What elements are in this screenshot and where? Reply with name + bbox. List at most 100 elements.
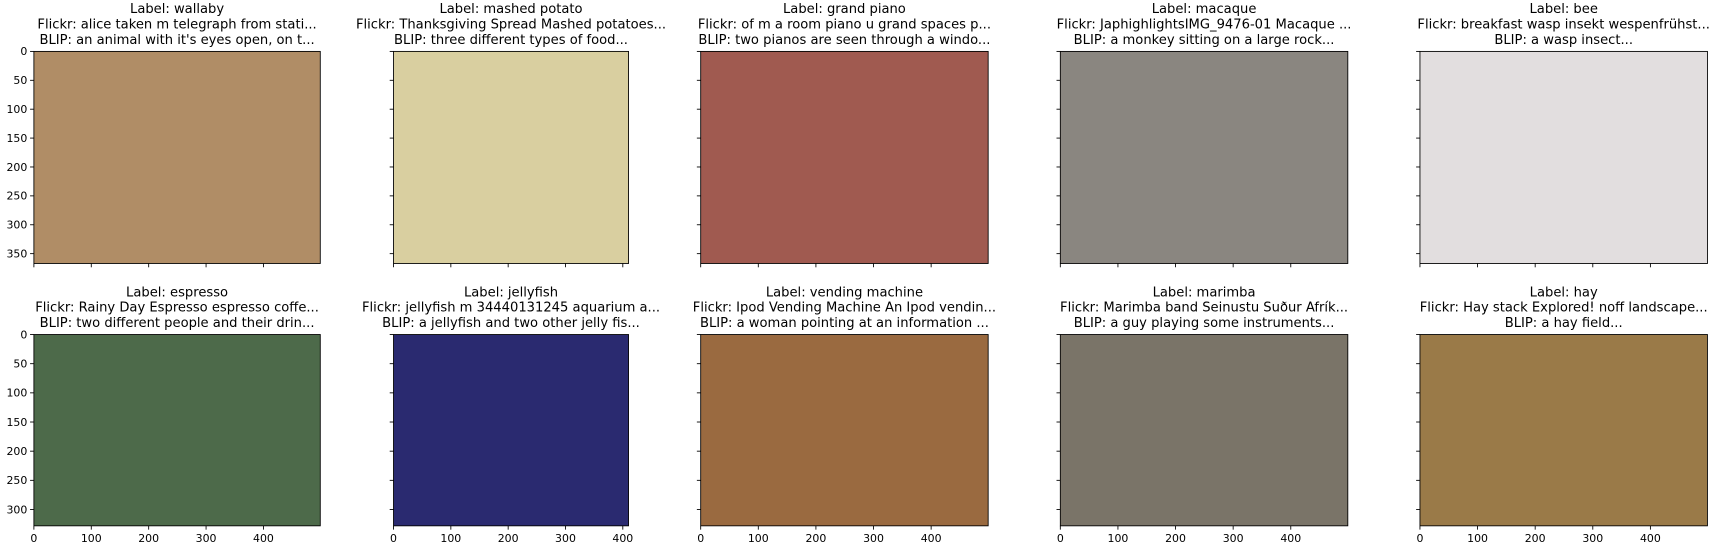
x-tick-label: 400 bbox=[1280, 532, 1301, 545]
panel-title: BLIP: an animal with it's eyes open, on … bbox=[39, 33, 314, 48]
panel-title: Flickr: breakfast wasp insekt wespenfrüh… bbox=[1417, 17, 1710, 32]
panel-title: BLIP: a guy playing some instruments... bbox=[1074, 316, 1335, 331]
panel-title: BLIP: two pianos are seen through a wind… bbox=[698, 33, 990, 48]
panel-title: Label: wallaby bbox=[130, 2, 224, 17]
panel-title: Flickr: alice taken m telegraph from sta… bbox=[37, 17, 316, 32]
panel-title: BLIP: a woman pointing at an information… bbox=[700, 316, 989, 331]
panel-title: Flickr: of m a room piano u grand spaces… bbox=[698, 17, 991, 32]
image bbox=[1419, 51, 1708, 264]
x-tick-label: 200 bbox=[805, 532, 826, 545]
panel-title: BLIP: two different people and their dri… bbox=[40, 316, 315, 331]
panel-title: Flickr: Ipod Vending Machine An Ipod ven… bbox=[693, 301, 996, 316]
axes-frame bbox=[1419, 50, 1708, 264]
y-tick-label: 250 bbox=[6, 190, 27, 203]
x-tick-label: 100 bbox=[1467, 532, 1488, 545]
x-tick-label: 400 bbox=[612, 532, 633, 545]
image bbox=[393, 334, 629, 526]
axes-frame bbox=[1059, 334, 1349, 527]
x-tick-label: 0 bbox=[30, 532, 37, 545]
y-tick-label: 150 bbox=[6, 416, 27, 429]
panel-title: BLIP: a hay field... bbox=[1505, 316, 1623, 331]
x-tick-label: 0 bbox=[697, 532, 704, 545]
panel-title: Flickr: Thanksgiving Spread Mashed potat… bbox=[356, 17, 666, 32]
x-tick-label: 400 bbox=[1640, 532, 1661, 545]
panel-title: Flickr: jellyfish m 34440131245 aquarium… bbox=[362, 301, 660, 316]
axes-frame bbox=[1059, 50, 1349, 264]
panel-title: Label: grand piano bbox=[783, 2, 906, 17]
image bbox=[1060, 51, 1348, 264]
panel-title: Label: jellyfish bbox=[464, 285, 558, 300]
x-tick-label: 400 bbox=[253, 532, 274, 545]
axes-frame bbox=[700, 334, 989, 527]
panel-title: BLIP: a jellyfish and two other jelly fi… bbox=[382, 316, 640, 331]
panel-title: BLIP: a wasp insect... bbox=[1494, 33, 1633, 48]
panel-title: Label: vending machine bbox=[766, 285, 923, 300]
y-tick-label: 100 bbox=[6, 103, 27, 116]
x-tick-label: 100 bbox=[81, 532, 102, 545]
x-tick-label: 200 bbox=[1165, 532, 1186, 545]
x-tick-label: 300 bbox=[1582, 532, 1603, 545]
y-tick-label: 250 bbox=[6, 474, 27, 487]
x-tick-label: 200 bbox=[138, 532, 159, 545]
axes-frame bbox=[393, 334, 629, 527]
x-tick-label: 0 bbox=[1416, 532, 1423, 545]
x-tick-label: 100 bbox=[440, 532, 461, 545]
panel-title: BLIP: a monkey sitting on a large rock..… bbox=[1074, 33, 1335, 48]
panel-title: Flickr: Rainy Day Espresso espresso coff… bbox=[35, 301, 319, 316]
panel-title: Label: marimba bbox=[1153, 285, 1256, 300]
y-tick-label: 300 bbox=[6, 503, 27, 516]
y-tick-label: 300 bbox=[6, 219, 27, 232]
x-tick-label: 300 bbox=[196, 532, 217, 545]
axes-frame bbox=[1419, 334, 1708, 527]
y-tick-label: 50 bbox=[13, 358, 27, 371]
panel-title: Label: hay bbox=[1530, 285, 1598, 300]
panel-title: Label: mashed potato bbox=[439, 2, 582, 17]
image bbox=[1060, 334, 1348, 526]
x-tick-label: 100 bbox=[1108, 532, 1129, 545]
y-tick-label: 200 bbox=[6, 161, 27, 174]
panel-title: Label: macaque bbox=[1152, 2, 1257, 17]
panel-title: Label: bee bbox=[1529, 2, 1597, 17]
x-tick-label: 300 bbox=[1223, 532, 1244, 545]
panel-title: Flickr: JaphighlightsIMG_9476-01 Macaque… bbox=[1057, 17, 1352, 32]
panel-title: Flickr: Hay stack Explored! noff landsca… bbox=[1420, 301, 1708, 316]
y-tick-label: 150 bbox=[6, 132, 27, 145]
panel-title: BLIP: three different types of food... bbox=[394, 33, 628, 48]
x-tick-label: 300 bbox=[555, 532, 576, 545]
image bbox=[33, 51, 321, 264]
y-tick-label: 50 bbox=[13, 74, 27, 87]
x-tick-label: 300 bbox=[863, 532, 884, 545]
image bbox=[33, 334, 321, 526]
x-tick-label: 0 bbox=[1057, 532, 1064, 545]
y-tick-label: 200 bbox=[6, 445, 27, 458]
image bbox=[700, 51, 989, 264]
panel-title: Flickr: Marimba band Seinustu Suður Afrí… bbox=[1060, 301, 1348, 316]
y-tick-label: 350 bbox=[6, 247, 27, 260]
image bbox=[1419, 334, 1708, 526]
x-tick-label: 400 bbox=[921, 532, 942, 545]
axes-frame bbox=[33, 334, 321, 527]
y-tick-label: 0 bbox=[20, 45, 27, 58]
axes-frame bbox=[700, 50, 989, 264]
axes-frame bbox=[393, 50, 629, 264]
y-tick-label: 100 bbox=[6, 387, 27, 400]
x-tick-label: 200 bbox=[498, 532, 519, 545]
panel-title: Label: espresso bbox=[126, 285, 228, 300]
x-tick-label: 200 bbox=[1525, 532, 1546, 545]
image bbox=[393, 51, 629, 264]
axes-frame bbox=[33, 50, 321, 264]
image bbox=[700, 334, 989, 526]
y-tick-label: 0 bbox=[20, 328, 27, 341]
x-tick-label: 100 bbox=[748, 532, 769, 545]
